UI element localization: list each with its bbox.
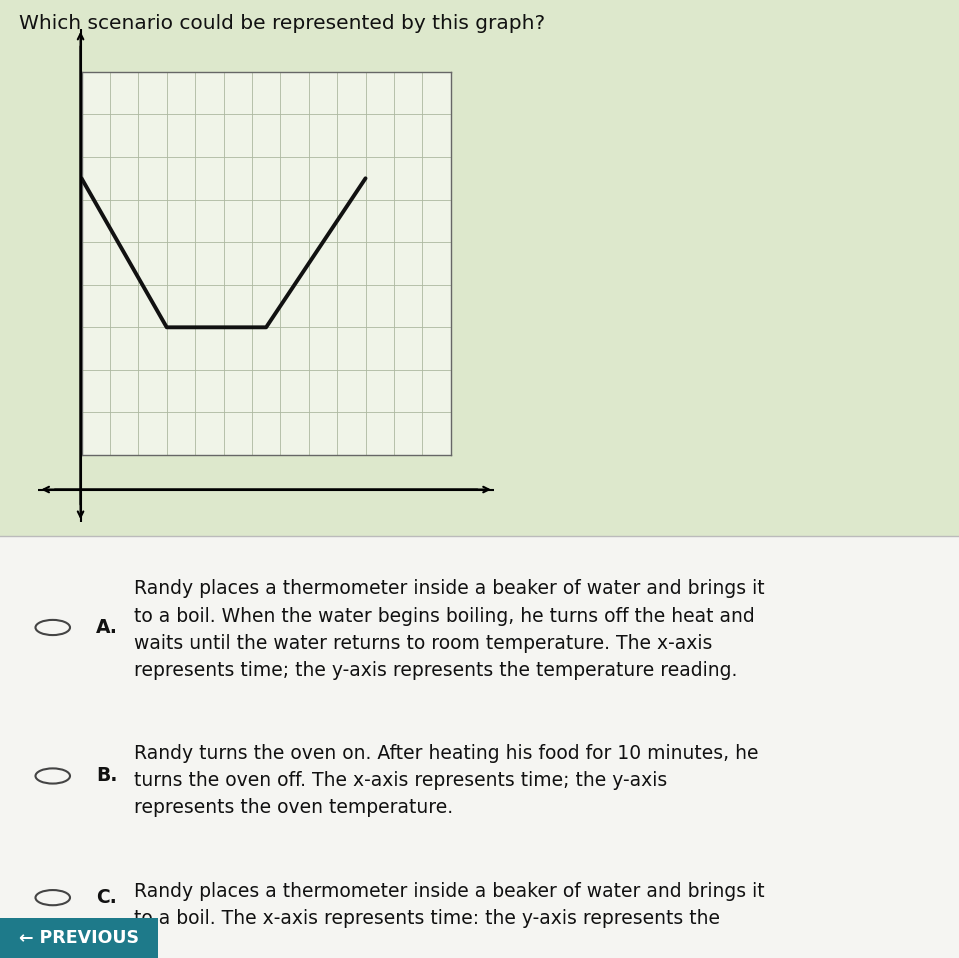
Text: Which scenario could be represented by this graph?: Which scenario could be represented by t… xyxy=(19,14,546,34)
Text: Randy places a thermometer inside a beaker of water and brings it
to a boil. Whe: Randy places a thermometer inside a beak… xyxy=(134,580,765,680)
Text: Randy places a thermometer inside a beaker of water and brings it
to a boil. The: Randy places a thermometer inside a beak… xyxy=(134,881,765,928)
Text: Randy turns the oven on. After heating his food for 10 minutes, he
turns the ove: Randy turns the oven on. After heating h… xyxy=(134,744,759,817)
Text: B.: B. xyxy=(96,766,117,786)
Text: ← PREVIOUS: ← PREVIOUS xyxy=(19,929,139,947)
Text: A.: A. xyxy=(96,618,118,637)
Text: C.: C. xyxy=(96,888,117,907)
